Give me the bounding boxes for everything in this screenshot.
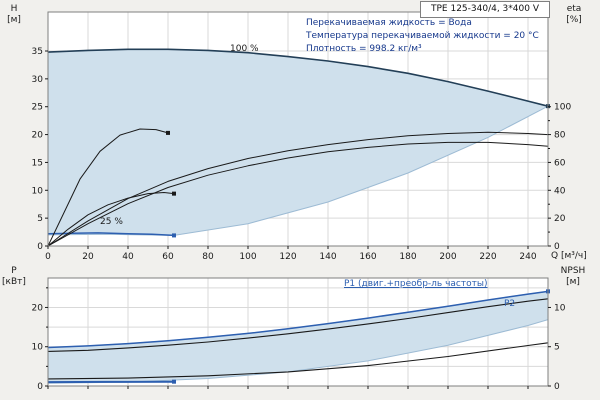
tick-label: 140 bbox=[319, 252, 336, 262]
npsh-axis-header: NPSH [м] bbox=[550, 266, 596, 288]
eta-axis-unit: [%] bbox=[566, 15, 582, 25]
tick-label: 40 bbox=[554, 186, 566, 196]
p-curve-25-end-marker bbox=[172, 379, 176, 384]
tick-label: 10 bbox=[32, 186, 44, 196]
eta-curve-25-a-end-marker bbox=[166, 130, 170, 135]
eta-curve-25-b-end-marker bbox=[172, 191, 176, 196]
tick-label: 60 bbox=[162, 252, 174, 262]
h-curve-100 bbox=[47, 48, 549, 107]
eta-axis-header: eta [%] bbox=[556, 4, 592, 26]
h-curve-25-end-marker bbox=[172, 233, 176, 238]
p-axis-unit: [кВт] bbox=[2, 277, 26, 287]
tick-label: 0 bbox=[37, 382, 43, 392]
tick-label: 100 bbox=[554, 103, 571, 113]
q-axis-label: Q [м³/ч] bbox=[551, 251, 587, 261]
p2-curve bbox=[47, 298, 549, 352]
npsh-axis-unit: [м] bbox=[566, 277, 580, 287]
tick-label: 10 bbox=[554, 303, 566, 313]
tick-label: 180 bbox=[399, 252, 416, 262]
annotation-p2: P2 bbox=[504, 299, 516, 309]
tick-label: 10 bbox=[32, 343, 44, 353]
p1-curve bbox=[47, 290, 549, 349]
tick-label: 5 bbox=[37, 214, 43, 224]
tick-label: 15 bbox=[32, 158, 43, 168]
h-axis-unit: [м] bbox=[7, 15, 21, 25]
pump-model-title: TPE 125-340/4, 3*400 V bbox=[420, 1, 550, 18]
tick-label: 60 bbox=[554, 158, 566, 168]
eta-curve-2 bbox=[47, 141, 549, 247]
tick-label: 35 bbox=[32, 47, 43, 57]
pq-frame bbox=[47, 277, 549, 387]
hq-frame bbox=[47, 11, 549, 247]
tick-label: 20 bbox=[32, 303, 44, 313]
tick-label: 0 bbox=[554, 242, 560, 252]
npsh-axis-name: NPSH bbox=[560, 266, 586, 276]
fluid-info-block: Перекачиваемая жидкость = Вода Температу… bbox=[306, 17, 539, 56]
tick-label: 200 bbox=[439, 252, 456, 262]
tick-label: 80 bbox=[554, 131, 566, 141]
tick-label: 0 bbox=[554, 382, 560, 392]
annotation-25-percent: 25 % bbox=[100, 217, 123, 227]
eta-curve-25-a bbox=[47, 128, 169, 247]
tick-label: 120 bbox=[279, 252, 296, 262]
tick-label: 0 bbox=[37, 242, 43, 252]
tick-label: 25 bbox=[32, 103, 43, 113]
tick-label: 20 bbox=[32, 131, 44, 141]
eta-axis-name: eta bbox=[566, 4, 582, 14]
tick-label: 30 bbox=[32, 75, 44, 85]
eta-curve-1 bbox=[47, 131, 549, 247]
npsh-curve bbox=[47, 342, 549, 380]
tick-label: 80 bbox=[202, 252, 214, 262]
tick-label: 20 bbox=[554, 214, 566, 224]
tick-label: 240 bbox=[519, 252, 536, 262]
info-line-temperature: Температура перекачиваемой жидкости = 20… bbox=[306, 31, 539, 41]
h-axis-name: H bbox=[10, 4, 18, 14]
info-line-density: Плотность = 998.2 кг/м³ bbox=[306, 44, 422, 54]
annotation-p1: P1 (двиг.+преобр-ль частоты) bbox=[344, 279, 488, 289]
eta-curve-25-b bbox=[47, 192, 175, 247]
tick-label: 100 bbox=[239, 252, 256, 262]
tick-label: 5 bbox=[554, 343, 560, 353]
p-axis-name: P bbox=[11, 266, 17, 276]
p-axis-header: P [кВт] bbox=[0, 266, 28, 288]
tick-label: 160 bbox=[359, 252, 376, 262]
tick-label: 0 bbox=[45, 252, 51, 262]
tick-label: 40 bbox=[122, 252, 134, 262]
tick-label: 20 bbox=[82, 252, 94, 262]
h-axis-header: H [м] bbox=[0, 4, 28, 26]
info-line-fluid: Перекачиваемая жидкость = Вода bbox=[306, 18, 472, 28]
tick-label: 220 bbox=[479, 252, 496, 262]
annotation-100-percent: 100 % bbox=[230, 44, 259, 54]
